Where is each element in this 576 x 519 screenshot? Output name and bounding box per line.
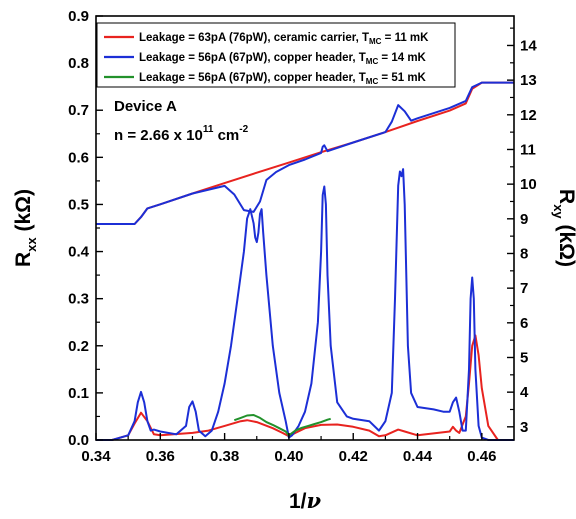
right-y-tick-label: 13 (520, 72, 537, 89)
legend-entry: Leakage = 56pA (67pW), copper header, TM… (139, 52, 427, 66)
series-layer (96, 81, 514, 441)
left-y-tick-label: 0.7 (68, 102, 89, 119)
left-y-tick-label: 0.8 (68, 55, 89, 72)
left-y-tick-label: 0.5 (68, 196, 89, 213)
series-line-4 (233, 414, 331, 437)
density-label: n = 2.66 x 1011 cm-2 (114, 124, 249, 144)
left-y-tick-label: 0.6 (68, 149, 89, 166)
x-tick-label: 0.44 (403, 448, 433, 465)
left-y-tick-label: 0.2 (68, 338, 89, 355)
device-label: Device A (114, 98, 177, 115)
x-tick-label: 0.42 (339, 448, 368, 465)
right-y-tick-label: 9 (520, 211, 528, 228)
x-tick-label: 0.40 (274, 448, 303, 465)
right-y-tick-label: 6 (520, 315, 528, 332)
series-line-2 (96, 334, 514, 441)
legend-box (96, 22, 456, 88)
x-tick-label: 0.46 (467, 448, 496, 465)
right-y-tick-label: 10 (520, 176, 537, 193)
x-tick-label: 0.38 (210, 448, 239, 465)
tick-layer: 0.34 0.36 0.38 0.40 0.42 0.44 0.460.00.10.20.3… (68, 8, 537, 465)
right-y-tick-label: 4 (520, 384, 529, 401)
series-line-3 (96, 168, 514, 441)
left-y-tick-label: 0.0 (68, 432, 89, 449)
x-tick-label: 0.36 (146, 448, 175, 465)
right-y-tick-label: 3 (520, 419, 528, 436)
legend-entry: Leakage = 56pA (67pW), copper header, TM… (139, 72, 427, 86)
right-y-tick-label: 14 (520, 37, 537, 54)
left-y-tick-label: 0.9 (68, 8, 89, 25)
left-y-tick-label: 0.1 (68, 385, 89, 402)
right-y-tick-label: 12 (520, 107, 537, 124)
left-y-tick-label: 0.3 (68, 291, 89, 308)
right-y-tick-label: 11 (520, 141, 536, 158)
left-axis-label: Rxx (kΩ) (12, 189, 39, 267)
right-axis-label: Rxy (kΩ) (551, 189, 576, 267)
legend: Leakage = 63pA (76pW), ceramic carrier, … (96, 22, 456, 88)
right-y-tick-label: 8 (520, 245, 528, 262)
left-y-tick-label: 0.4 (68, 244, 90, 261)
x-axis-label: 1/ν (289, 488, 322, 513)
right-y-tick-label: 5 (520, 349, 528, 366)
x-tick-label: 0.34 (81, 448, 111, 465)
series-line-1 (96, 81, 514, 225)
legend-entry: Leakage = 63pA (76pW), ceramic carrier, … (139, 32, 429, 46)
right-y-tick-label: 7 (520, 280, 528, 297)
